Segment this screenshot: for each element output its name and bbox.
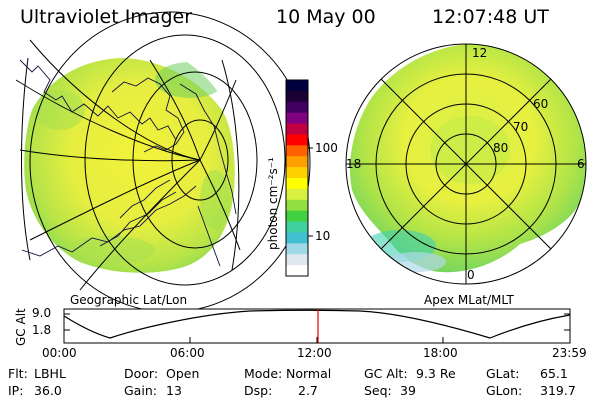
dsp-label: Dsp: bbox=[244, 383, 273, 398]
mlat-label-70: 70 bbox=[513, 120, 529, 134]
colorbar-segment bbox=[286, 156, 308, 168]
gain-label: Gain: bbox=[124, 383, 157, 398]
dsp-value: 2.7 bbox=[298, 383, 318, 398]
glon-value: 319.7 bbox=[540, 383, 576, 398]
left-panel-label: Geographic Lat/Lon bbox=[70, 293, 188, 307]
gain-value: 13 bbox=[166, 383, 182, 398]
gcalt-value: 9.3 Re bbox=[416, 366, 456, 381]
right-panel-label: Apex MLat/MLT bbox=[424, 293, 514, 307]
observation-time: 12:07:48 UT bbox=[432, 6, 549, 28]
door-label: Door: bbox=[124, 366, 159, 381]
flt-value: LBHL bbox=[34, 366, 66, 381]
altitude-xtick-0: 00:00 bbox=[42, 346, 77, 360]
colorbar-segment bbox=[286, 101, 308, 114]
coastlines bbox=[19, 59, 237, 267]
geographic-image bbox=[15, 11, 311, 313]
altitude-curve bbox=[63, 309, 571, 339]
mlt-label-right: 6 bbox=[577, 157, 585, 171]
altitude-ytick-1-8: 1.8 bbox=[32, 323, 52, 337]
ip-value: 36.0 bbox=[34, 383, 62, 398]
colorbar-unit-label: photon cm⁻²s⁻¹ bbox=[266, 157, 280, 250]
colorbar-segment bbox=[286, 221, 308, 234]
altitude-xtick-2: 12:00 bbox=[297, 346, 332, 360]
altitude-plot bbox=[63, 308, 571, 344]
glat-label: GLat: bbox=[486, 366, 520, 381]
instrument-title: Ultraviolet Imager bbox=[20, 6, 193, 28]
mlt-label-left: 18 bbox=[346, 157, 362, 171]
altitude-xtick-1: 06:00 bbox=[170, 346, 205, 360]
altitude-xtick-4: 23:59 bbox=[552, 346, 587, 360]
mlat-label-60: 60 bbox=[533, 97, 549, 111]
colorbar-segment bbox=[286, 254, 308, 266]
colorbar-segment bbox=[286, 90, 308, 103]
colorbar bbox=[285, 79, 313, 277]
colorbar-tick-10: 10 bbox=[315, 229, 331, 243]
seq-value: 39 bbox=[400, 383, 416, 398]
mode-value: Normal bbox=[286, 366, 332, 381]
altitude-xtick-3: 18:00 bbox=[423, 346, 458, 360]
mlt-label-top: 12 bbox=[472, 46, 488, 60]
colorbar-segment bbox=[286, 232, 308, 244]
ip-label: IP: bbox=[8, 383, 24, 398]
colorbar-segment bbox=[286, 243, 308, 255]
colorbar-frame bbox=[285, 79, 309, 277]
altitude-ylabel: GC Alt bbox=[14, 308, 28, 346]
colorbar-segment bbox=[286, 123, 308, 136]
mlat-label-80: 80 bbox=[493, 141, 509, 155]
door-value: Open bbox=[166, 366, 200, 381]
gcalt-label: GC Alt: bbox=[364, 366, 408, 381]
altitude-ytick-9: 9.0 bbox=[32, 306, 52, 320]
colorbar-tick-100: 100 bbox=[315, 141, 338, 155]
colorbar-segment bbox=[286, 265, 308, 277]
colorbar-segment bbox=[286, 80, 308, 92]
glon-label: GLon: bbox=[486, 383, 523, 398]
seq-label: Seq: bbox=[364, 383, 392, 398]
colorbar-segment bbox=[286, 145, 308, 157]
mlt-label-bottom: 0 bbox=[467, 268, 475, 282]
colorbar-segment bbox=[286, 188, 308, 201]
observation-date: 10 May 00 bbox=[276, 6, 376, 28]
colorbar-segment bbox=[286, 178, 308, 190]
flt-label: Flt: bbox=[8, 366, 28, 381]
colorbar-segment bbox=[286, 210, 308, 223]
mlat-grid bbox=[345, 43, 587, 285]
glat-value: 65.1 bbox=[540, 366, 568, 381]
colorbar-segment bbox=[286, 167, 308, 179]
colorbar-segment bbox=[286, 134, 308, 146]
polar-image bbox=[345, 43, 587, 285]
mode-label: Mode: bbox=[244, 366, 283, 381]
colorbar-segment bbox=[286, 112, 308, 125]
colorbar-segment bbox=[286, 199, 308, 212]
geographic-grid bbox=[15, 11, 311, 313]
